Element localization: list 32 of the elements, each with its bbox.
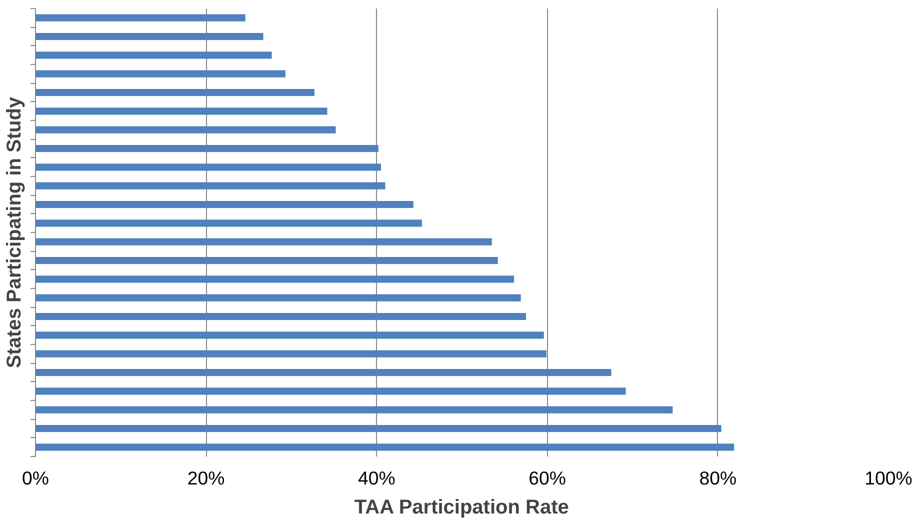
bar	[36, 424, 722, 432]
bar	[36, 52, 272, 59]
x-tick-label: 100%	[864, 468, 912, 488]
bar	[36, 276, 514, 283]
bar	[36, 350, 546, 358]
bar	[36, 32, 264, 40]
x-tick-label: 0%	[22, 468, 49, 488]
bar	[36, 256, 498, 264]
y-axis-title: States Participating in Study	[4, 96, 26, 368]
bar	[36, 294, 521, 302]
bar	[36, 368, 612, 376]
bar	[36, 332, 544, 339]
bar	[36, 126, 336, 134]
x-axis-title: TAA Participation Rate	[354, 496, 569, 518]
bar	[36, 312, 526, 320]
bar	[36, 388, 626, 395]
bar	[36, 238, 492, 246]
x-tick-label: 80%	[699, 468, 737, 488]
bar	[36, 444, 734, 451]
bar	[36, 164, 381, 171]
x-tick-label: 60%	[528, 468, 566, 488]
bar	[36, 220, 422, 227]
bar	[36, 108, 328, 115]
bar	[36, 200, 414, 208]
bar	[36, 14, 246, 22]
bar	[36, 70, 286, 78]
x-tick-label: 20%	[187, 468, 225, 488]
bar	[36, 88, 314, 96]
x-tick-label: 40%	[358, 468, 396, 488]
bar	[36, 144, 378, 152]
bar	[36, 182, 386, 190]
bar	[36, 406, 673, 414]
